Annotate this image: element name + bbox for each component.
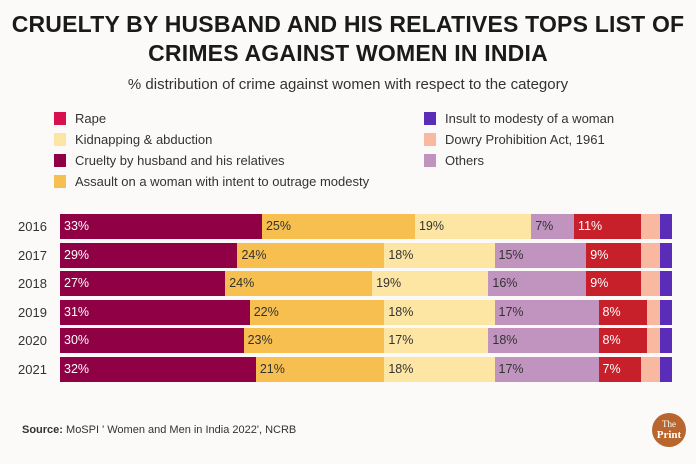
legend-label: Others: [445, 153, 485, 168]
bar-segment: 18%: [384, 356, 495, 382]
chart-subtitle: % distribution of crime against women wi…: [127, 76, 569, 93]
stacked-bar: 30% 23% 17% 18% 8%: [60, 328, 672, 353]
theprint-logo: The Print: [652, 413, 686, 447]
bar-segment: 7%: [598, 356, 642, 382]
year-label: 2017: [18, 247, 47, 263]
bar-segment: 17%: [494, 356, 599, 382]
bar-segment: [641, 242, 660, 268]
bar-segment: [641, 271, 660, 296]
year-label: 2019: [18, 304, 47, 320]
bar-segment: 19%: [372, 271, 489, 296]
legend-label: Kidnapping & abduction: [75, 132, 213, 147]
bar-segment: [659, 242, 672, 268]
source-text: MoSPI ' Women and Men in India 2022', NC…: [62, 424, 297, 436]
legend-label: Cruelty by husband and his relatives: [75, 153, 285, 168]
year-label: 2021: [18, 361, 47, 377]
bar-segment: 29%: [60, 242, 238, 268]
bar-segment: [659, 328, 672, 353]
year-label: 2016: [18, 219, 47, 234]
stacked-bar: 27% 24% 19% 16% 9%: [60, 271, 672, 296]
bar-segment: 33%: [60, 214, 262, 239]
bar-segment: 8%: [598, 299, 648, 325]
bar-segment: 32%: [60, 356, 256, 382]
legend-label: Assault on a woman with intent to outrag…: [75, 174, 370, 189]
bar-row: 2017 29% 24% 18% 15% 9%: [0, 242, 696, 268]
bar-segment: 27%: [60, 271, 226, 296]
year-label: 2020: [18, 333, 47, 348]
legend-label: Dowry Prohibition Act, 1961: [445, 132, 605, 147]
legend-item: Cruelty by husband and his relatives: [54, 150, 369, 171]
bar-segment: 23%: [243, 328, 385, 353]
legend-swatch: [54, 154, 66, 167]
bar-segment: [641, 356, 660, 382]
bar-segment: 21%: [255, 356, 385, 382]
source-label: Source:: [22, 424, 63, 436]
bar-row: 2021 32% 21% 18% 17% 7%: [0, 356, 696, 382]
legend-swatch: [424, 133, 436, 146]
legend-label: Insult to modesty of a woman: [445, 111, 615, 126]
bar-segment: [641, 214, 660, 239]
bar-row: 2016 33% 25% 19% 7% 11%: [0, 214, 696, 239]
bar-segment: 25%: [261, 214, 415, 239]
bar-row: 2020 30% 23% 17% 18% 8%: [0, 328, 696, 353]
bar-segment: 8%: [598, 328, 648, 353]
source-note: Source: MoSPI ' Women and Men in India 2…: [22, 424, 296, 436]
legend-item: Dowry Prohibition Act, 1961: [424, 129, 614, 150]
bar-segment: [647, 299, 660, 325]
bar-segment: 9%: [586, 242, 642, 268]
bar-segment: 24%: [225, 271, 373, 296]
bar-segment: 7%: [531, 214, 575, 239]
legend-item: Kidnapping & abduction: [54, 129, 369, 150]
bar-segment: [647, 328, 660, 353]
bar-segment: [659, 214, 672, 239]
bar-segment: 18%: [384, 242, 495, 268]
stacked-bar: 29% 24% 18% 15% 9%: [60, 242, 672, 268]
stacked-bar: 32% 21% 18% 17% 7%: [60, 356, 672, 382]
bar-segment: 11%: [574, 214, 642, 239]
bar-segment: 15%: [494, 242, 587, 268]
legend-item: Others: [424, 150, 614, 171]
bar-segment: 17%: [384, 328, 489, 353]
bar-segment: 24%: [237, 242, 385, 268]
legend-swatch: [54, 133, 66, 146]
bar-segment: [659, 356, 672, 382]
bar-segment: 18%: [384, 299, 495, 325]
bar-row: 2019 31% 22% 18% 17% 8%: [0, 299, 696, 325]
legend-swatch: [424, 154, 436, 167]
legend-right: Insult to modesty of a woman Dowry Prohib…: [424, 108, 614, 171]
bar-segment: [659, 299, 672, 325]
stacked-bar: 33% 25% 19% 7% 11%: [60, 214, 672, 239]
chart-title: CRUELTY BY HUSBAND AND HIS RELATIVES TOP…: [11, 11, 685, 66]
legend-item: Rape: [54, 108, 369, 129]
legend-swatch: [54, 175, 66, 188]
bar-segment: 16%: [488, 271, 587, 296]
legend-swatch: [54, 112, 66, 125]
stacked-bar: 31% 22% 18% 17% 8%: [60, 299, 672, 325]
legend-item: Insult to modesty of a woman: [424, 108, 614, 129]
bar-segment: 9%: [586, 271, 642, 296]
legend-label: Rape: [75, 111, 107, 126]
bar-segment: 19%: [414, 214, 532, 239]
bar-segment: 22%: [249, 299, 385, 325]
legend-item: Assault on a woman with intent to outrag…: [54, 171, 369, 192]
bar-segment: 18%: [488, 328, 599, 353]
year-label: 2018: [18, 276, 47, 291]
legend-swatch: [424, 112, 436, 125]
bar-segment: 17%: [494, 299, 599, 325]
legend-left: Rape Kidnapping & abduction Cruelty by hus…: [54, 108, 369, 192]
bar-segment: 30%: [60, 328, 244, 353]
bar-segment: 31%: [60, 299, 250, 325]
bar-segment: [659, 271, 672, 296]
bar-row: 2018 27% 24% 19% 16% 9%: [0, 271, 696, 296]
